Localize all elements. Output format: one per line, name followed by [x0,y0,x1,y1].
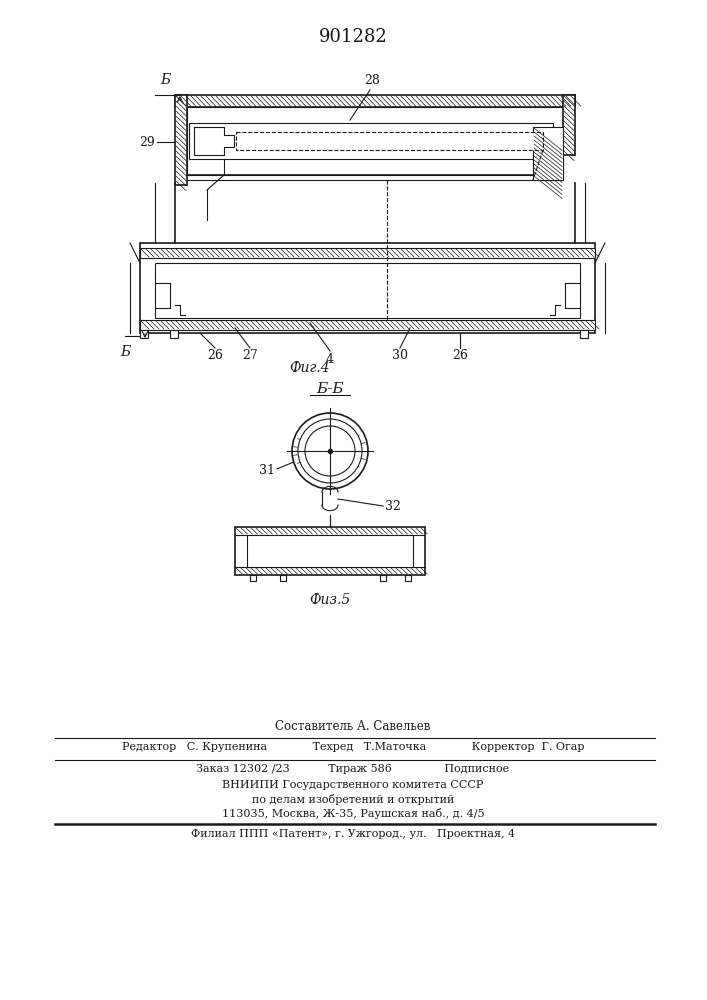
Text: Фиг.4: Фиг.4 [290,361,330,375]
Text: Физ.5: Физ.5 [310,593,351,607]
Circle shape [292,413,368,489]
Text: Б: Б [160,73,170,87]
Bar [250,575,256,581]
Text: 113035, Москва, Ж-35, Раушская наб., д. 4/5: 113035, Москва, Ж-35, Раушская наб., д. … [222,808,484,819]
Bar [140,330,148,338]
Bar [189,123,553,159]
Bar [175,95,575,107]
Text: по делам изобретений и открытий: по делам изобретений и открытий [252,794,454,805]
Bar [380,575,386,581]
Bar [533,127,563,180]
Text: ВНИИПИ Государственного комитета СССР: ВНИИПИ Государственного комитета СССР [222,780,484,790]
Bar [140,248,595,258]
Text: 4: 4 [326,353,334,366]
Bar [140,243,595,333]
Bar [175,95,187,185]
Text: 29: 29 [139,135,155,148]
Circle shape [305,426,355,476]
Text: 28: 28 [364,74,380,87]
Text: 901282: 901282 [319,28,387,46]
Polygon shape [194,127,234,155]
Bar [140,320,595,330]
Text: Филиал ППП «Патент», г. Ужгород., ул.   Проектная, 4: Филиал ППП «Патент», г. Ужгород., ул. Пр… [191,829,515,839]
Circle shape [298,419,362,483]
Text: 30: 30 [392,349,408,362]
Bar [170,330,178,338]
Text: Редактор   С. Крупенина             Техред   Т.Маточка             Корректор  Г.: Редактор С. Крупенина Техред Т.Маточка К… [122,742,584,752]
Text: Б: Б [120,345,130,359]
Bar [405,575,411,581]
Text: 32: 32 [385,499,401,512]
Bar [580,330,588,338]
Bar [563,95,575,155]
Bar [187,107,563,175]
Bar [280,575,286,581]
Bar [235,527,425,575]
Bar [247,535,413,567]
Bar [155,263,580,318]
Text: 26: 26 [452,349,468,362]
Text: 31: 31 [259,464,275,478]
Text: 27: 27 [242,349,258,362]
Text: Б-Б: Б-Б [316,382,344,396]
Text: 26: 26 [207,349,223,362]
Text: Заказ 12302 /23           Тираж 586               Подписное: Заказ 12302 /23 Тираж 586 Подписное [197,764,510,774]
Text: Составитель А. Савельев: Составитель А. Савельев [275,720,431,733]
Bar [236,132,543,150]
